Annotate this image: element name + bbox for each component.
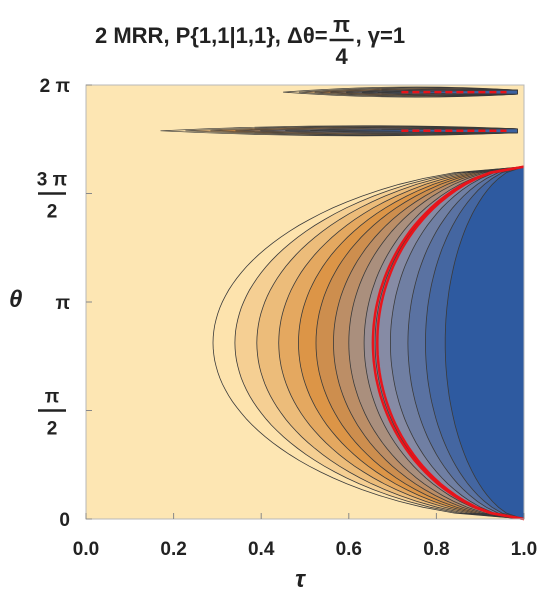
y-axis-label: θ [9, 286, 22, 313]
x-axis-label: τ [295, 566, 306, 593]
contour-line [424, 166, 525, 520]
contour-line [297, 166, 525, 520]
y-axis-ticks: 0 π 2 π 3 π 2 2 π [37, 76, 92, 531]
chart-title-fraction-denominator: 4 [335, 44, 348, 69]
contour-line [278, 166, 525, 520]
chart-title-tail: , γ=1 [356, 23, 406, 48]
contour-line [389, 166, 525, 520]
x-tick-label: 0.4 [248, 539, 275, 560]
contour-line [234, 166, 525, 520]
x-tick-label: 1.0 [511, 539, 537, 560]
y-tick-label-numerator: π [45, 387, 60, 408]
chart-title-fraction-numerator: π [333, 12, 350, 37]
contour-line [444, 166, 525, 520]
x-tick-label: 0.8 [423, 539, 449, 560]
plot-area [86, 85, 525, 521]
y-tick-label-denominator: 2 [47, 202, 58, 223]
highlight-curve [371, 165, 525, 521]
contour-lines [212, 166, 525, 520]
contour-line [256, 166, 525, 520]
contour-line [333, 166, 525, 520]
contour-line [407, 166, 525, 520]
highlight-curve [376, 165, 525, 521]
y-tick-label-numerator: 3 π [37, 170, 68, 191]
contour-line [363, 166, 525, 520]
y-tick-label: 0 [59, 510, 70, 531]
contour-line [315, 166, 525, 520]
x-tick-label: 0.0 [73, 539, 99, 560]
x-tick-label: 0.6 [336, 539, 362, 560]
contour-line [348, 166, 525, 520]
highlight-curves [371, 90, 525, 521]
contour-line [212, 166, 525, 520]
y-tick-label: π [55, 293, 70, 314]
x-axis-ticks: 0.0 0.2 0.4 0.6 0.8 1.0 [73, 513, 537, 560]
x-tick-label: 0.2 [160, 539, 186, 560]
y-tick-label-denominator: 2 [47, 419, 58, 440]
contour-band [445, 166, 524, 519]
contour-fills [160, 86, 524, 519]
chart-title-main: 2 MRR, P{1,1|1,1}, Δθ= [95, 23, 328, 48]
chart-title: 2 MRR, P{1,1|1,1}, Δθ= π 4 , γ=1 [95, 12, 405, 69]
y-tick-label: 2 π [40, 76, 71, 97]
